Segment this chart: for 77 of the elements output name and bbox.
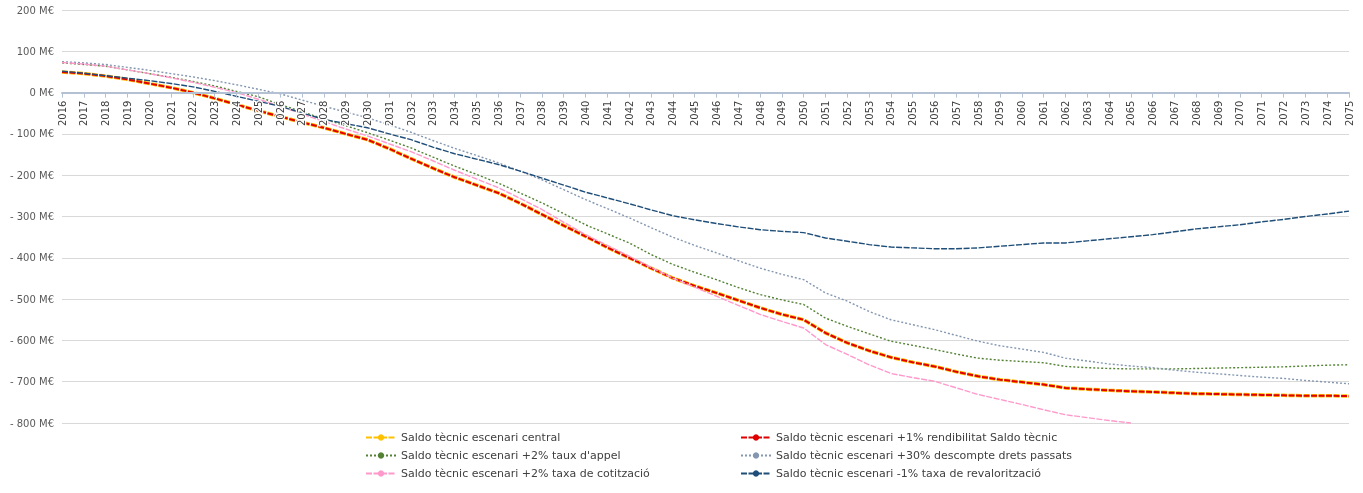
x-tick-label: 2024	[231, 100, 243, 127]
x-tick-label: 2067	[1168, 100, 1180, 127]
x-tick-label: 2026	[274, 100, 286, 127]
y-tick-label: - 500 M€	[9, 293, 54, 305]
x-tick-label: 2035	[470, 100, 482, 127]
x-tick-label: 2060	[1016, 100, 1028, 127]
y-tick-label: - 300 M€	[9, 211, 54, 222]
x-tick-label: 2046	[710, 100, 722, 127]
y-tick-label: 200 M€	[16, 4, 54, 16]
x-tick-label: 2051	[819, 100, 831, 127]
x-tick-label: 2064	[1103, 100, 1115, 127]
x-tick-label: 2069	[1212, 100, 1224, 127]
x-tick-label: 2042	[623, 100, 635, 127]
x-tick-label: 2033	[427, 100, 439, 127]
y-tick-label: - 100 M€	[9, 128, 54, 140]
x-tick-label: 2021	[165, 100, 177, 127]
x-tick-label: 2032	[405, 100, 417, 127]
legend-label: Saldo tècnic escenari -1% taxa de revalorització	[776, 467, 1042, 480]
x-tick-label: 2018	[100, 100, 112, 127]
x-tick-label: 2039	[558, 100, 570, 127]
x-tick-label: 2034	[449, 100, 461, 127]
x-tick-label: 2038	[536, 100, 548, 127]
x-tick-label: 2047	[732, 100, 744, 127]
x-tick-label: 2075	[1343, 100, 1355, 127]
x-tick-label: 2019	[121, 100, 133, 127]
x-tick-label: 2054	[885, 100, 897, 127]
x-tick-label: 2072	[1278, 100, 1290, 127]
x-tick-label: 2027	[296, 100, 308, 127]
x-tick-label: 2059	[994, 100, 1006, 127]
legend-label: Saldo tècnic escenari +2% taux d'appel	[401, 449, 621, 462]
y-tick-label: - 400 M€	[9, 252, 54, 264]
x-tick-label: 2041	[601, 100, 613, 127]
x-tick-label: 2044	[667, 100, 679, 127]
x-tick-label: 2045	[689, 100, 701, 127]
legend-label: Saldo tècnic escenari +2% taxa de cotització	[401, 467, 651, 480]
x-tick-label: 2058	[972, 100, 984, 127]
x-tick-label: 2028	[318, 100, 330, 127]
x-tick-label: 2016	[56, 100, 68, 127]
y-tick-label: - 600 M€	[9, 334, 54, 346]
x-tick-label: 2066	[1147, 100, 1159, 127]
x-tick-label: 2074	[1321, 100, 1333, 127]
x-tick-label: 2020	[143, 100, 155, 127]
y-tick-label: - 700 M€	[9, 376, 54, 388]
x-tick-label: 2065	[1125, 100, 1137, 127]
legend-label: Saldo tècnic escenari +30% descompte drets passats	[776, 449, 1073, 462]
x-tick-label: 2025	[252, 100, 264, 127]
legend-label: Saldo tècnic escenari central	[401, 431, 561, 444]
x-tick-label: 2070	[1234, 100, 1246, 127]
x-tick-label: 2023	[209, 100, 221, 127]
x-tick-label: 2055	[907, 100, 919, 127]
x-tick-label: 2073	[1299, 100, 1311, 127]
x-tick-label: 2040	[580, 100, 592, 127]
x-tick-label: 2022	[187, 100, 199, 127]
x-tick-label: 2062	[1059, 100, 1071, 127]
x-tick-label: 2063	[1081, 100, 1093, 127]
x-tick-label: 2048	[754, 100, 766, 127]
x-tick-label: 2056	[929, 100, 941, 127]
x-tick-label: 2061	[1038, 100, 1050, 127]
x-tick-label: 2031	[383, 100, 395, 127]
legend-label: Saldo tècnic escenari +1% rendibilitat Saldo tècnic	[776, 431, 1058, 444]
x-tick-label: 2036	[492, 100, 504, 127]
x-tick-label: 2068	[1190, 100, 1202, 127]
x-tick-label: 2037	[514, 100, 526, 127]
x-tick-label: 2071	[1256, 100, 1268, 127]
x-tick-label: 2052	[841, 100, 853, 127]
x-tick-label: 2049	[776, 100, 788, 127]
x-tick-label: 2050	[798, 100, 810, 127]
y-tick-label: 0 M€	[29, 87, 54, 99]
x-tick-label: 2057	[950, 100, 962, 127]
x-tick-label: 2029	[340, 100, 352, 127]
y-tick-label: - 200 M€	[9, 169, 54, 181]
x-tick-label: 2053	[863, 100, 875, 127]
x-tick-label: 2017	[78, 100, 90, 127]
x-tick-label: 2043	[645, 100, 657, 127]
x-tick-label: 2030	[361, 100, 373, 127]
y-tick-label: - 800 M€	[9, 417, 54, 429]
y-tick-label: 100 M€	[16, 45, 54, 57]
